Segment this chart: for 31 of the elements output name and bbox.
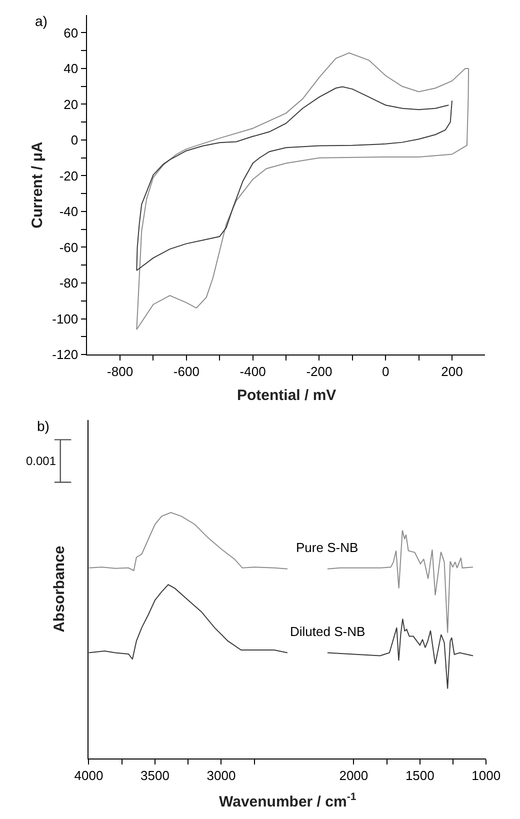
x-axis-title: Potential / mV xyxy=(237,387,336,404)
x-tick-label: 4000 xyxy=(74,768,104,784)
x-tick-label: 3000 xyxy=(206,768,236,784)
y-axis-title: Current / μA xyxy=(28,141,46,228)
y-tick-label: -40 xyxy=(59,204,78,220)
y-tick-label: -120 xyxy=(52,347,78,362)
y-tick-label: 40 xyxy=(64,61,78,76)
x-tick-label: -800 xyxy=(107,364,134,380)
x-tick-label: 0 xyxy=(382,364,390,380)
x-tick-label: 1500 xyxy=(405,768,434,784)
x-tick-label: 200 xyxy=(441,364,463,380)
text: 0.001 xyxy=(26,454,56,468)
y-tick-label: -100 xyxy=(52,311,78,326)
y-tick-label: -60 xyxy=(59,240,78,255)
y-tick-label: -80 xyxy=(59,276,78,291)
x-tick-label: 1000 xyxy=(472,768,501,784)
y-tick-label: 0 xyxy=(70,132,78,148)
y-tick-label: 20 xyxy=(64,96,78,112)
series-label: Pure S-NB xyxy=(296,540,358,555)
x-tick-label: 2000 xyxy=(339,768,368,784)
x-tick-label: -400 xyxy=(240,364,266,380)
x-axis-title: Wavenumber / cm$^{-1}$ xyxy=(219,791,356,810)
x-tick-label: -600 xyxy=(173,364,200,380)
x-tick-label: -200 xyxy=(306,364,332,380)
y-tick-label: -20 xyxy=(59,168,78,184)
chart-title: a) xyxy=(35,13,48,29)
x-tick-label: 3500 xyxy=(140,768,170,784)
chart-title: b) xyxy=(37,418,50,434)
y-tick-label: 60 xyxy=(64,25,78,40)
series-label: Diluted S-NB xyxy=(290,624,366,639)
y-axis-title: Absorbance xyxy=(51,546,68,632)
